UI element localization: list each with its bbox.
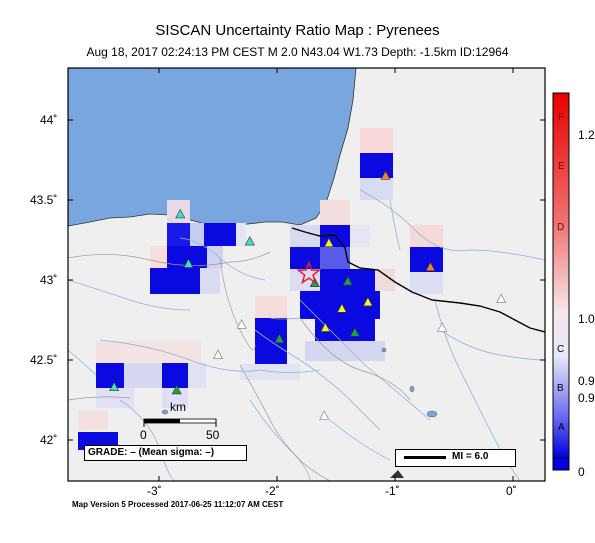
processing-footer: Map Version 5 Processed 2017-06-25 11:12… xyxy=(72,500,284,509)
grade-legend: GRADE: – (Mean sigma: –) xyxy=(84,445,247,461)
colorbar-value: 1.0 xyxy=(578,312,595,326)
national-border xyxy=(291,227,545,333)
axis-ticks xyxy=(68,68,545,481)
station-triangle-icon xyxy=(342,275,353,286)
scalebar-label-zero: 0 xyxy=(140,428,147,442)
station-triangle-icon xyxy=(349,327,360,337)
map-title: SISCAN Uncertainty Ratio Map : Pyrenees xyxy=(155,22,440,39)
lon-tick-label: -3˚ xyxy=(147,484,162,498)
colorbar-letter: A xyxy=(558,422,565,433)
station-triangle-icon xyxy=(319,410,330,420)
colorbar-letter: B xyxy=(557,383,564,394)
colorbar-letter: E xyxy=(558,161,565,172)
colorbar-value: 0.9 xyxy=(578,391,595,405)
station-triangle-icon xyxy=(274,333,285,344)
station-triangle-icon xyxy=(425,261,436,272)
colorbar-letter: F xyxy=(558,112,565,123)
station-triangle-icon xyxy=(244,235,255,246)
colorbar-letter: C xyxy=(557,344,565,355)
epicenter-star-icon xyxy=(296,260,322,285)
station-triangle-icon xyxy=(236,319,247,329)
station-triangle-icon xyxy=(496,293,507,304)
uncertainty-cells xyxy=(78,128,443,450)
station-triangle-icon xyxy=(175,208,186,219)
mi-legend: MI = 6.0 xyxy=(395,449,516,467)
colorbar-value: 0.9 xyxy=(578,374,595,388)
colorbar-letter: D xyxy=(557,222,565,233)
sea-area xyxy=(68,68,357,227)
station-triangle-icon xyxy=(320,322,331,332)
mi-legend-line xyxy=(404,456,446,459)
station-triangle-icon xyxy=(109,381,120,392)
colorbar xyxy=(552,92,570,459)
station-triangle-icon xyxy=(171,384,182,395)
lat-tick-label: 42.5˚ xyxy=(30,353,58,367)
lat-tick-label: 42˚ xyxy=(40,433,58,447)
scalebar-unit: km xyxy=(170,400,186,414)
station-triangle-icon xyxy=(213,349,223,360)
lat-tick-label: 43˚ xyxy=(40,273,58,287)
reservoirs xyxy=(161,347,438,418)
lat-tick-label: 43.5˚ xyxy=(30,193,58,207)
station-triangle-icon xyxy=(183,258,194,268)
station-triangle-icon xyxy=(437,322,448,332)
station-triangle-icon xyxy=(336,303,347,313)
station-triangle-icon xyxy=(362,296,373,307)
lon-tick-label: -1˚ xyxy=(385,484,400,498)
lon-tick-label: 0˚ xyxy=(506,484,517,498)
event-subtitle: Aug 18, 2017 02:24:13 PM CEST M 2.0 N43.… xyxy=(86,45,509,59)
scalebar-label-fifty: 50 xyxy=(206,428,220,442)
colorbar-value: 1.2 xyxy=(578,128,595,142)
lat-tick-label: 44˚ xyxy=(40,113,58,127)
station-markers xyxy=(109,170,507,420)
mi-legend-label: MI = 6.0 xyxy=(452,451,489,462)
station-triangle-icon xyxy=(380,170,391,180)
station-triangle-icon xyxy=(323,237,334,247)
region-borders xyxy=(68,251,411,481)
colorbar-min-swatch xyxy=(552,457,570,471)
map-frame xyxy=(67,67,546,482)
lon-tick-label: -2˚ xyxy=(265,484,280,498)
land-detail xyxy=(390,470,404,478)
colorbar-value: 0 xyxy=(578,465,585,479)
